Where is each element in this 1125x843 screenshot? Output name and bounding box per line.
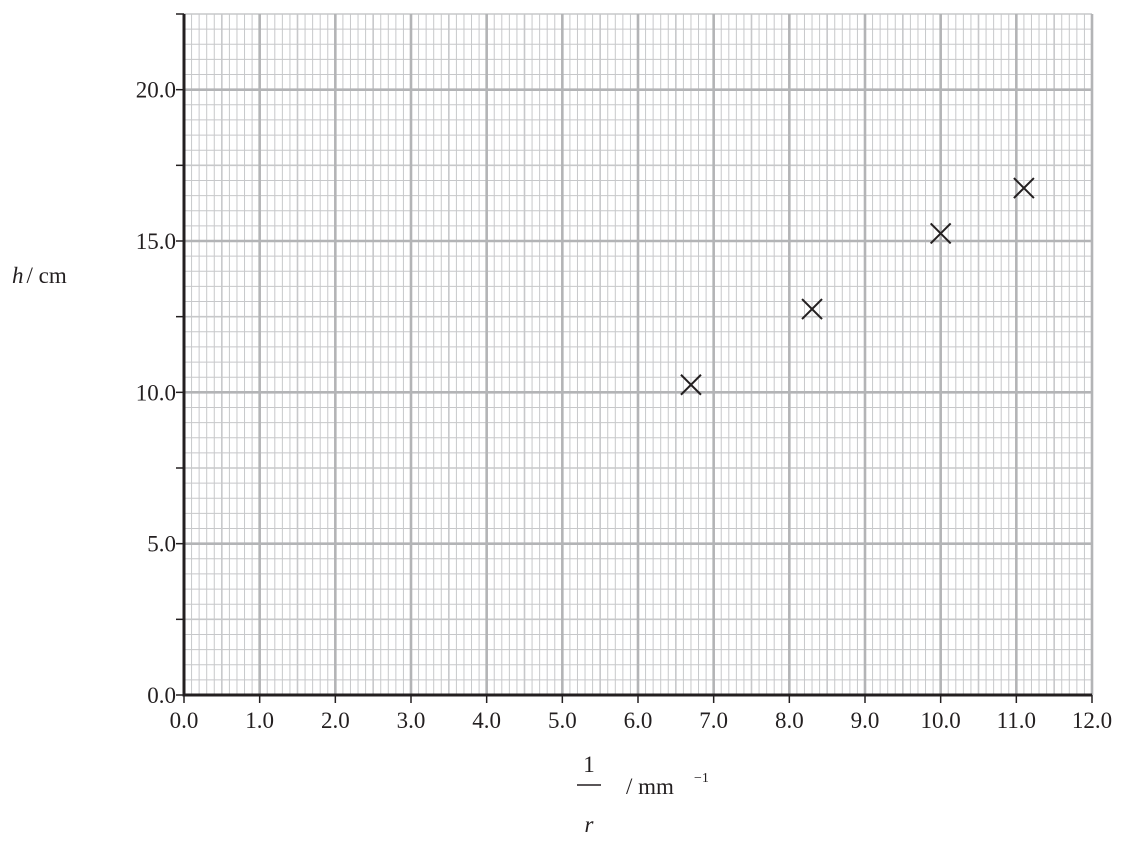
- data-point-cross: [801, 298, 823, 320]
- cross-stroke: [680, 374, 702, 396]
- x-axis-unit: / mm: [626, 774, 674, 799]
- cross-stroke: [929, 222, 952, 245]
- x-tick-label: 5.0: [548, 708, 577, 733]
- y-axis-unit: / cm: [27, 263, 67, 288]
- x-tick-label: 9.0: [851, 708, 880, 733]
- y-tick-label: 0.0: [147, 683, 176, 708]
- x-tick-label: 4.0: [472, 708, 501, 733]
- y-axis-label: h / cm: [12, 263, 67, 288]
- x-tick-label: 6.0: [624, 708, 653, 733]
- x-tick-label: 3.0: [397, 708, 426, 733]
- x-axis-numerator: 1: [583, 752, 595, 777]
- cross-stroke: [801, 298, 823, 320]
- data-points: [680, 177, 1035, 396]
- x-axis-label: 1 r / mm −1: [577, 752, 709, 837]
- x-tick-label: 7.0: [699, 708, 728, 733]
- x-tick-label: 12.0: [1072, 708, 1112, 733]
- x-tick-label: 1.0: [245, 708, 274, 733]
- x-tick-label: 8.0: [775, 708, 804, 733]
- x-tick-label: 2.0: [321, 708, 350, 733]
- y-tick-labels: 0.0 5.0 10.0 15.0 20.0: [136, 78, 176, 708]
- x-tick-label: 10.0: [921, 708, 961, 733]
- data-point-cross: [680, 374, 702, 396]
- x-tick-label: 0.0: [170, 708, 199, 733]
- y-tick-label: 10.0: [136, 380, 176, 405]
- y-tick-label: 15.0: [136, 229, 176, 254]
- cross-stroke: [1013, 177, 1035, 199]
- data-point-cross: [929, 222, 952, 245]
- y-tick-label: 5.0: [147, 532, 176, 557]
- x-axis-denominator: r: [585, 812, 595, 837]
- x-axis-unit-exponent: −1: [694, 771, 709, 786]
- y-tick-label: 20.0: [136, 78, 176, 103]
- major-grid: [184, 14, 1094, 695]
- x-tick-labels: 0.0 1.0 2.0 3.0 4.0 5.0 6.0 7.0 8.0 9.0 10.0 11.0 12…: [170, 708, 1113, 733]
- x-tick-label: 11.0: [997, 708, 1036, 733]
- axis-ticks: [176, 13, 1093, 703]
- data-point-cross: [1013, 177, 1035, 199]
- y-axis-symbol: h: [12, 263, 24, 288]
